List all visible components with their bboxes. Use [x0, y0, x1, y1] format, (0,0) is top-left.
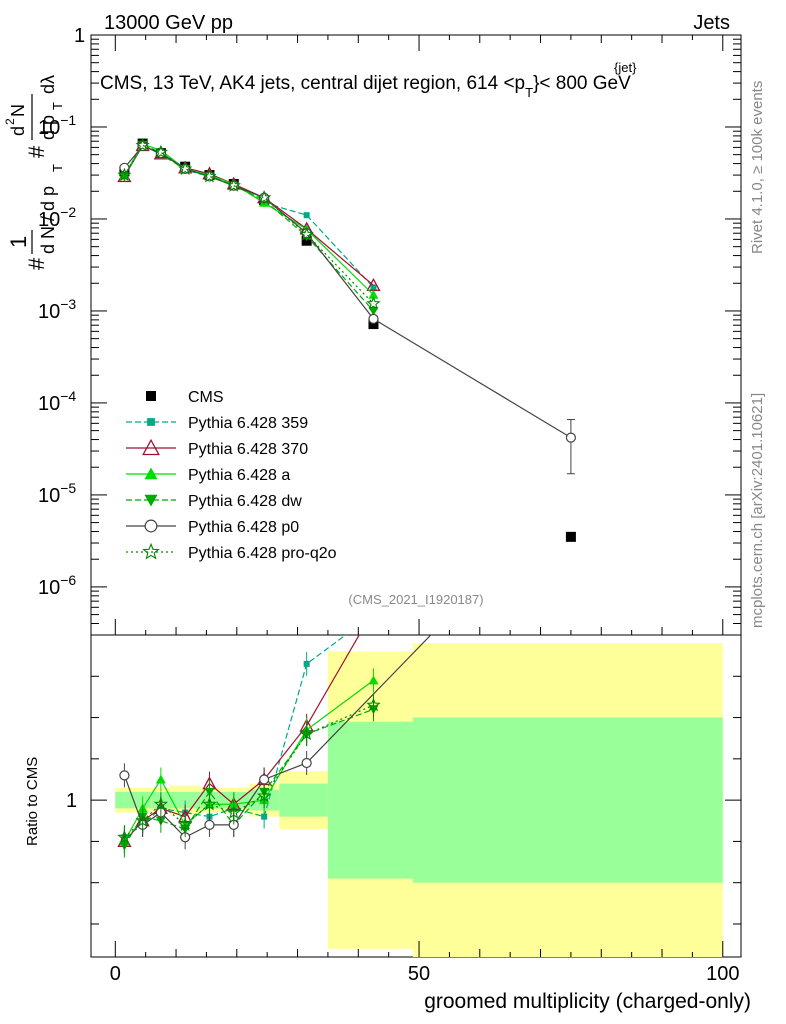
svg-text:1: 1: [6, 236, 31, 248]
svg-text:d: d: [8, 126, 28, 136]
y-tick-label-0: 10−6: [38, 572, 76, 599]
band-stat-0: [115, 791, 134, 809]
point-pythia-6-428-dw-8: [368, 306, 379, 316]
ratio-point-pythia-6-428-pro-q2o-6: [256, 788, 272, 803]
svg-text:dλ: dλ: [38, 75, 58, 94]
band-stat-8: [327, 721, 413, 879]
ratio-series-group: [117, 635, 432, 858]
point-cms-8: [368, 319, 379, 330]
legend-marker-pythia-6-428-370: [142, 438, 160, 456]
y-tick-label-5: 10−1: [38, 112, 76, 139]
legend-label-cms: CMS: [188, 389, 224, 406]
svg-text:2: 2: [3, 118, 17, 125]
ratio-point-pythia-6-428-p0-4: [204, 819, 215, 830]
x-tick-label-1: 50: [408, 963, 430, 985]
band-stat-9: [412, 717, 723, 883]
ratio-point-pythia-6-428-a-8: [368, 675, 379, 685]
point-pythia-6-428-pro-q2o-3: [178, 161, 193, 176]
series-line-pythia-6-428-pro-q2o: [123, 144, 374, 305]
svg-text:d p: d p: [38, 115, 58, 140]
ratio-point-pythia-6-428-p0-0: [119, 770, 130, 781]
analysis-id-label: (CMS_2021_I1920187): [348, 592, 483, 607]
legend: CMS Pythia 6.428 359 Pythia 6.428 370 Pythi…: [126, 389, 337, 562]
plot-title: CMS, 13 TeV, AK4 jets, central dijet reg…: [100, 73, 631, 100]
svg-text:N: N: [8, 104, 28, 117]
point-cms-9: [565, 531, 576, 542]
point-pythia-6-428-pro-q2o-2: [153, 144, 169, 159]
svg-text:T: T: [50, 164, 65, 172]
side-label-rivet: Rivet 4.1.0, ≥ 100k events: [749, 81, 766, 254]
point-pythia-6-428-p0-9: [565, 432, 577, 443]
legend-marker-pythia-6-428-359: [147, 418, 155, 426]
point-pythia-6-428-359-7: [303, 212, 310, 219]
y-tick-label-1: 10−5: [38, 480, 76, 507]
svg-text:d N / d p: d N / d p: [38, 186, 58, 254]
y-tick-label-3: 10−3: [38, 296, 76, 323]
ratio-point-pythia-6-428-pro-q2o-0: [117, 829, 132, 844]
point-pythia-6-428-pro-q2o-8: [366, 296, 381, 310]
ratio-series-clipped: [117, 635, 432, 858]
svg-text:#: #: [24, 145, 49, 158]
ratio-y-axis-label: Ratio to CMS: [24, 757, 41, 846]
ratio-uncertainty-bands: [115, 643, 723, 957]
legend-marker-pythia-6-428-p0: [144, 519, 158, 533]
ratio-point-pythia-6-428-a-2: [155, 774, 166, 784]
ratio-point-pythia-6-428-pro-q2o-2: [153, 796, 169, 811]
y-tick-label-2: 10−4: [38, 388, 76, 415]
point-pythia-6-428-pro-q2o-0: [117, 167, 132, 182]
point-pythia-6-428-359-8: [370, 284, 377, 291]
ratio-point-pythia-6-428-pro-q2o-3: [178, 817, 193, 832]
ratio-point-pythia-6-428-pro-q2o-1: [135, 813, 150, 827]
legend-marker-pythia-6-428-pro-q2o: [142, 542, 160, 560]
side-label-mcplots: mcplots.cern.ch [arXiv:2401.10621]: [749, 393, 766, 628]
band-stat-7: [279, 783, 328, 817]
point-pythia-6-428-p0-8: [368, 313, 379, 324]
point-pythia-6-428-pro-q2o-5: [226, 178, 241, 192]
ratio-point-pythia-6-428-pro-q2o-5: [226, 805, 241, 819]
ratio-point-pythia-6-428-pro-q2o-8: [366, 697, 381, 712]
point-pythia-6-428-pro-q2o-1: [135, 137, 150, 152]
legend-label-pythia-6-428-dw: Pythia 6.428 dw: [188, 493, 302, 510]
legend-label-pythia-6-428-p0: Pythia 6.428 p0: [188, 519, 299, 536]
band-stat-3: [169, 791, 201, 809]
legend-marker-pythia-6-428-dw: [144, 494, 158, 507]
x-axis-label: groomed multiplicity (charged-only): [424, 990, 751, 1013]
legend-label-pythia-6-428-a: Pythia 6.428 a: [188, 467, 290, 484]
ratio-point-pythia-6-428-p0-6: [259, 774, 270, 785]
ratio-point-pythia-6-428-pro-q2o-4: [202, 796, 217, 811]
legend-marker-cms: [146, 391, 156, 401]
point-pythia-6-428-pro-q2o-4: [202, 168, 217, 183]
svg-text:#: #: [24, 257, 49, 270]
x-tick-label-0: 0: [110, 963, 121, 985]
ratio-axis-ticks: 0 50 100 1: [66, 675, 741, 985]
y-tick-label-6: 1: [74, 25, 85, 47]
header-right-label: Jets: [693, 12, 730, 34]
main-y-axis-label: # 1 d N / d p T # d 2 N d p T dλ: [3, 75, 65, 270]
legend-label-pythia-6-428-pro-q2o: Pythia 6.428 pro-q2o: [188, 545, 337, 562]
ratio-point-pythia-6-428-p0-7: [301, 757, 312, 769]
legend-label-pythia-6-428-370: Pythia 6.428 370: [188, 441, 308, 458]
ratio-point-pythia-6-428-pro-q2o-7: [299, 726, 314, 741]
svg-text:T: T: [50, 102, 65, 110]
plot-title-superscript: {jet}: [614, 60, 637, 75]
legend-label-pythia-6-428-359: Pythia 6.428 359: [188, 415, 308, 432]
x-tick-label-2: 100: [706, 963, 739, 985]
ratio-point-pythia-6-428-359-7: [303, 660, 310, 667]
legend-marker-pythia-6-428-a: [144, 467, 158, 480]
ratio-point-pythia-6-428-359-6: [261, 813, 268, 820]
point-pythia-6-428-pro-q2o-6: [256, 190, 272, 204]
point-pythia-6-428-a-8: [368, 289, 379, 299]
main-axis-ticks: 10−610−510−410−310−210−11: [38, 25, 741, 636]
point-pythia-6-428-pro-q2o-7: [299, 226, 314, 241]
header-left-label: 13000 GeV pp: [104, 12, 233, 34]
ratio-y-tick-label-0: 1: [66, 790, 77, 812]
point-pythia-6-428-dw-0: [119, 172, 130, 182]
main-series-group: [117, 137, 577, 542]
series-line-pythia-6-428-a: [123, 143, 374, 296]
series-line-pythia-6-428-359: [123, 144, 374, 288]
series-line-pythia-6-428-dw: [123, 144, 374, 312]
series-line-pythia-6-428-p0: [123, 145, 572, 439]
